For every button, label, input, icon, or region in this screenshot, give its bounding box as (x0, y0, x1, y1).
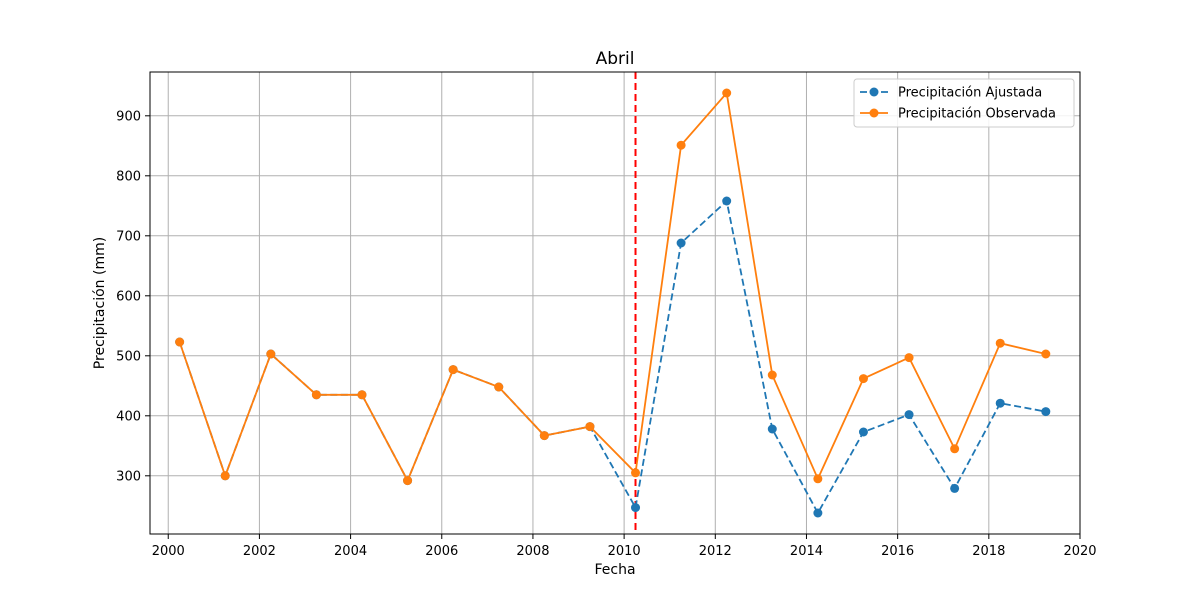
y-axis-label: Precipitación (mm) (92, 237, 108, 369)
legend: Precipitación Ajustada Precipitación Obse… (853, 78, 1075, 128)
series-line (178, 90, 1047, 483)
data-point (858, 374, 868, 384)
legend-item: Precipitación Ajustada (860, 86, 1042, 101)
x-tick-label: 2000 (152, 544, 185, 559)
y-tick-label: 500 (116, 349, 141, 364)
data-point (220, 471, 230, 481)
data-point (858, 427, 868, 437)
x-tick-label: 2008 (516, 544, 549, 559)
plot-frame (149, 71, 1081, 535)
x-tick-label: 2020 (1063, 544, 1096, 559)
x-tick-label: 2010 (608, 544, 641, 559)
data-point (813, 474, 823, 484)
y-tick-label: 800 (116, 169, 141, 184)
x-tick-label: 2012 (699, 544, 732, 559)
data-point (403, 476, 413, 486)
data-point (767, 424, 777, 434)
series-layer (175, 88, 1051, 518)
data-point (676, 140, 686, 150)
x-tick-label: 2016 (881, 544, 914, 559)
legend-label: Precipitación Ajustada (898, 86, 1042, 101)
legend-label: Precipitación Observada (898, 107, 1056, 122)
data-point (494, 382, 504, 392)
y-tick-label: 400 (116, 409, 141, 424)
y-tick-label: 900 (116, 109, 141, 124)
y-tick-label: 700 (116, 229, 141, 244)
data-point (631, 468, 641, 478)
series-line (178, 199, 1046, 515)
data-point (539, 431, 549, 441)
y-tick-label: 600 (116, 289, 141, 304)
series-group (175, 88, 1051, 486)
legend-marker (869, 87, 879, 97)
data-point (631, 503, 641, 513)
data-point (767, 370, 777, 380)
data-point (722, 88, 732, 98)
x-axis-label: Fecha (594, 562, 635, 578)
data-point (904, 353, 914, 363)
data-point (1041, 349, 1051, 359)
data-point (676, 238, 686, 248)
data-point (175, 337, 185, 347)
data-point (904, 410, 914, 420)
data-point (585, 422, 595, 432)
x-tick-label: 2018 (972, 544, 1005, 559)
data-point (1041, 407, 1051, 417)
data-point (357, 390, 367, 400)
data-point (448, 365, 458, 375)
data-point (995, 398, 1005, 408)
y-axis: 300 400 500 600 700 800 900 (116, 109, 150, 484)
y-tick-label: 300 (116, 469, 141, 484)
chart-title: Abril (596, 49, 635, 69)
data-point (813, 508, 823, 518)
x-axis: 2000 2002 2004 2006 2008 2010 2012 2014 2016 2018… (152, 534, 1097, 559)
x-tick-label: 2002 (243, 544, 276, 559)
x-tick-label: 2006 (425, 544, 458, 559)
data-point (722, 196, 732, 206)
legend-item: Precipitación Observada (860, 107, 1056, 122)
legend-box (853, 78, 1075, 128)
x-tick-label: 2014 (790, 544, 823, 559)
series-group (175, 196, 1051, 518)
data-point (266, 349, 276, 359)
data-point (995, 338, 1005, 348)
x-tick-label: 2004 (334, 544, 367, 559)
legend-marker (869, 108, 879, 118)
data-point (950, 483, 960, 493)
grid (150, 72, 1081, 534)
data-point (311, 390, 321, 400)
data-point (950, 444, 960, 454)
